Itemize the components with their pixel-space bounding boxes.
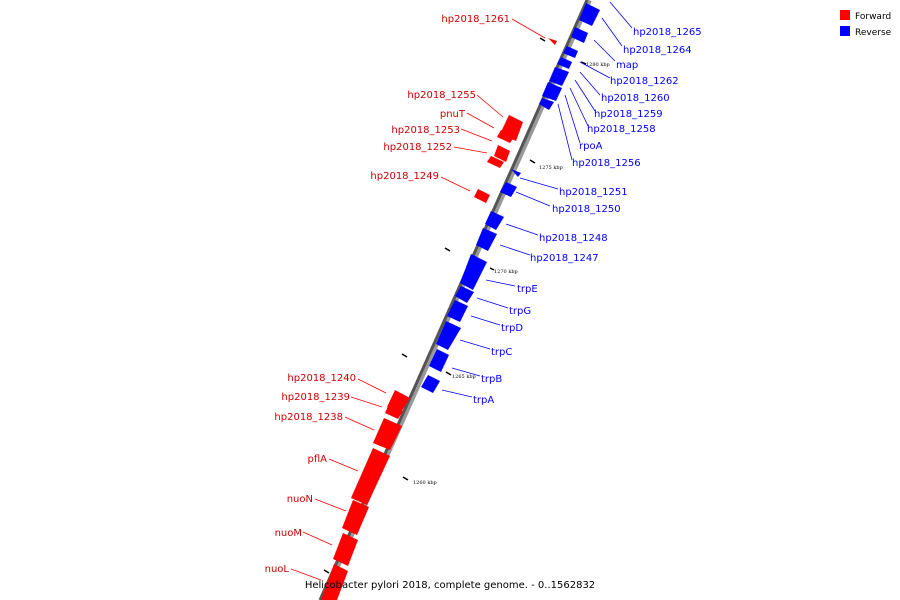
tick-label: 1280 kbp (586, 62, 610, 68)
label-trpG: trpG (509, 306, 531, 317)
tick-mark-minor (323, 569, 330, 574)
legend-reverse-swatch (840, 26, 850, 36)
gene-trpB[interactable] (429, 349, 449, 372)
gene-trpE[interactable] (460, 254, 487, 290)
legend-forward-label: Forward (855, 12, 891, 22)
gene-hp2018-1247[interactable] (476, 228, 497, 251)
gene-hp2018-1265[interactable] (579, 3, 600, 26)
label-hp2018-1240: hp2018_1240 (287, 373, 356, 384)
label-hp2018-1249: hp2018_1249 (370, 171, 439, 182)
tick-mark (489, 267, 495, 271)
gene-hp2018-1250[interactable] (500, 182, 517, 197)
tick-mark (445, 371, 452, 376)
tick-mark (580, 61, 587, 65)
label-map: map (616, 60, 638, 71)
gene-pnuT[interactable] (497, 130, 515, 143)
label-hp2018-1247: hp2018_1247 (530, 253, 599, 264)
label-nuoL: nuoL (265, 564, 290, 575)
label-trpC: trpC (491, 347, 512, 358)
gene-hp2018-1249[interactable] (474, 189, 490, 203)
label-hp2018-1258: hp2018_1258 (587, 124, 656, 135)
gene-hp2018-1261[interactable] (548, 38, 557, 45)
legend-forward-swatch (840, 10, 850, 20)
gene-nuoL[interactable] (321, 564, 348, 600)
label-pnuT: pnuT (440, 109, 466, 120)
gene-hp2018-1258[interactable] (539, 98, 554, 110)
label-hp2018-1260: hp2018_1260 (601, 93, 670, 104)
gene-hp2018-1264[interactable] (571, 27, 588, 43)
forward-leaders (290, 18, 546, 581)
gene-trpG[interactable] (455, 286, 474, 303)
tick-label: 1260 kbp (413, 480, 437, 486)
label-nuoN: nuoN (287, 494, 313, 505)
label-hp2018-1248: hp2018_1248 (539, 233, 608, 244)
tick-mark-minor (401, 353, 408, 358)
gene-trpA[interactable] (421, 375, 440, 393)
gene-trpD[interactable] (447, 300, 468, 322)
label-hp2018-1239: hp2018_1239 (281, 392, 350, 403)
genome-caption: Helicobacter pylori 2018, complete genom… (305, 580, 595, 591)
legend: Forward Reverse (840, 10, 892, 38)
label-trpA: trpA (473, 395, 494, 406)
tick-label: 1275 kbp (539, 165, 563, 171)
gene-hp2018-1262[interactable] (557, 57, 572, 69)
label-hp2018-1259: hp2018_1259 (594, 109, 663, 120)
tick-mark-minor (539, 37, 546, 42)
gene-pflA[interactable] (351, 448, 390, 505)
reverse-labels: hp2018_1265 hp2018_1264 map hp2018_1262 … (473, 27, 702, 406)
label-nuoM: nuoM (275, 528, 302, 539)
label-hp2018-1238: hp2018_1238 (274, 412, 343, 423)
label-hp2018-1253: hp2018_1253 (391, 125, 460, 136)
forward-genes (321, 38, 557, 600)
label-hp2018-1262: hp2018_1262 (610, 76, 679, 87)
tick-mark (529, 159, 536, 164)
tick-mark (402, 476, 409, 481)
tick-label: 1270 kbp (494, 269, 518, 275)
label-hp2018-1255: hp2018_1255 (407, 90, 476, 101)
label-hp2018-1256: hp2018_1256 (572, 158, 641, 169)
label-hp2018-1250: hp2018_1250 (552, 204, 621, 215)
label-trpD: trpD (501, 323, 523, 334)
legend-reverse-label: Reverse (855, 28, 892, 38)
forward-labels: hp2018_1261 hp2018_1255 pnuT hp2018_1253… (265, 14, 510, 575)
reverse-leaders (441, 1, 633, 398)
label-hp2018-1265: hp2018_1265 (633, 27, 702, 38)
gene-hp2018-1252[interactable] (487, 156, 504, 168)
label-trpE: trpE (517, 284, 538, 295)
gene-nuoM[interactable] (333, 533, 358, 566)
gene-hp2018-1248[interactable] (485, 211, 504, 230)
scale-ticks: 1280 kbp 1275 kbp 1270 kbp 1265 kbp 1260… (323, 37, 610, 574)
gene-hp2018-1238[interactable] (373, 418, 402, 450)
label-hp2018-1261: hp2018_1261 (441, 14, 510, 25)
gene-nuoN[interactable] (342, 500, 369, 535)
label-hp2018-1251: hp2018_1251 (559, 187, 628, 198)
label-rpoA: rpoA (579, 141, 603, 152)
gene-hp2018-1251[interactable] (511, 169, 521, 177)
gene-map[interactable] (563, 46, 578, 58)
gene-trpC[interactable] (436, 321, 461, 350)
gene-hp2018-1253[interactable] (494, 145, 510, 162)
gene-hp2018-1259[interactable] (542, 82, 562, 101)
gene-hp2018-1260[interactable] (549, 67, 569, 86)
gene-hp2018-1239[interactable] (385, 404, 403, 419)
label-hp2018-1264: hp2018_1264 (623, 45, 692, 56)
tick-label: 1265 kbp (452, 374, 476, 380)
label-trpB: trpB (481, 374, 502, 385)
tick-mark-minor (444, 247, 451, 252)
label-pflA: pflA (308, 454, 328, 465)
label-hp2018-1252: hp2018_1252 (383, 142, 452, 153)
reverse-genes (421, 3, 600, 393)
